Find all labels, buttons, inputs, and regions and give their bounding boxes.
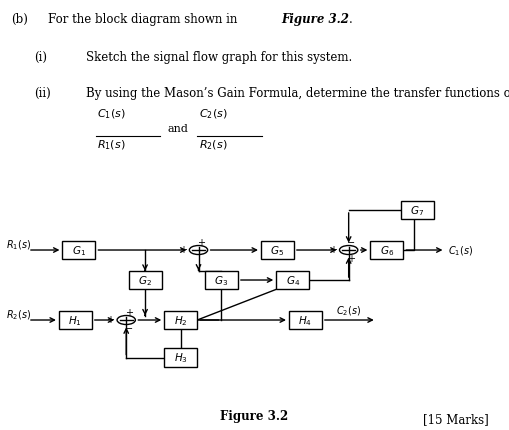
Text: Sketch the signal flow graph for this system.: Sketch the signal flow graph for this sy… bbox=[86, 51, 352, 64]
Text: $C_2(s)$: $C_2(s)$ bbox=[336, 304, 361, 317]
Text: $G_1$: $G_1$ bbox=[72, 243, 86, 257]
Bar bbox=[59, 311, 92, 330]
Text: Figure 3.2: Figure 3.2 bbox=[220, 408, 289, 421]
Text: $G_7$: $G_7$ bbox=[410, 204, 425, 218]
Text: $H_4$: $H_4$ bbox=[298, 313, 313, 327]
Text: .: . bbox=[349, 13, 352, 26]
Text: $H_1$: $H_1$ bbox=[68, 313, 82, 327]
Text: +: + bbox=[329, 244, 337, 254]
Text: and: and bbox=[168, 124, 189, 134]
Text: $G_4$: $G_4$ bbox=[286, 273, 300, 287]
Text: $H_2$: $H_2$ bbox=[174, 313, 187, 327]
Text: −: − bbox=[125, 323, 133, 334]
Text: $C_2(s)$: $C_2(s)$ bbox=[199, 108, 227, 121]
Text: By using the Mason’s Gain Formula, determine the transfer functions of: By using the Mason’s Gain Formula, deter… bbox=[86, 87, 509, 100]
Circle shape bbox=[340, 246, 358, 255]
Text: $H_3$: $H_3$ bbox=[174, 351, 188, 365]
Circle shape bbox=[189, 246, 208, 255]
Text: Figure 3.2: Figure 3.2 bbox=[281, 13, 349, 26]
Bar bbox=[401, 201, 434, 220]
Bar bbox=[205, 271, 238, 290]
Text: $G_2$: $G_2$ bbox=[138, 273, 152, 287]
Bar bbox=[261, 241, 294, 260]
Text: −: − bbox=[347, 237, 355, 247]
Text: (b): (b) bbox=[11, 13, 28, 26]
Bar bbox=[164, 348, 197, 367]
Text: +: + bbox=[179, 244, 187, 254]
Text: $R_1(s)$: $R_1(s)$ bbox=[97, 138, 125, 152]
Text: $G_3$: $G_3$ bbox=[214, 273, 229, 287]
Text: $R_2(s)$: $R_2(s)$ bbox=[6, 307, 32, 321]
Text: $C_1(s)$: $C_1(s)$ bbox=[448, 244, 473, 257]
Bar bbox=[164, 311, 197, 330]
Bar bbox=[370, 241, 403, 260]
Text: $C_1(s)$: $C_1(s)$ bbox=[97, 108, 125, 121]
Text: $R_2(s)$: $R_2(s)$ bbox=[199, 138, 227, 152]
Text: +: + bbox=[125, 307, 133, 317]
Text: [15 Marks]: [15 Marks] bbox=[423, 412, 489, 425]
Bar bbox=[276, 271, 309, 290]
Text: +: + bbox=[197, 237, 205, 247]
Text: +: + bbox=[347, 254, 355, 264]
Circle shape bbox=[117, 316, 135, 325]
Text: (ii): (ii) bbox=[35, 87, 51, 100]
Text: $R_1(s)$: $R_1(s)$ bbox=[6, 237, 32, 251]
Bar bbox=[289, 311, 322, 330]
Text: (i): (i) bbox=[35, 51, 48, 64]
Text: For the block diagram shown in: For the block diagram shown in bbox=[48, 13, 241, 26]
Bar bbox=[128, 271, 161, 290]
Text: +: + bbox=[106, 314, 115, 324]
Text: $G_5$: $G_5$ bbox=[270, 243, 285, 257]
Text: $G_6$: $G_6$ bbox=[380, 243, 394, 257]
Bar bbox=[62, 241, 96, 260]
